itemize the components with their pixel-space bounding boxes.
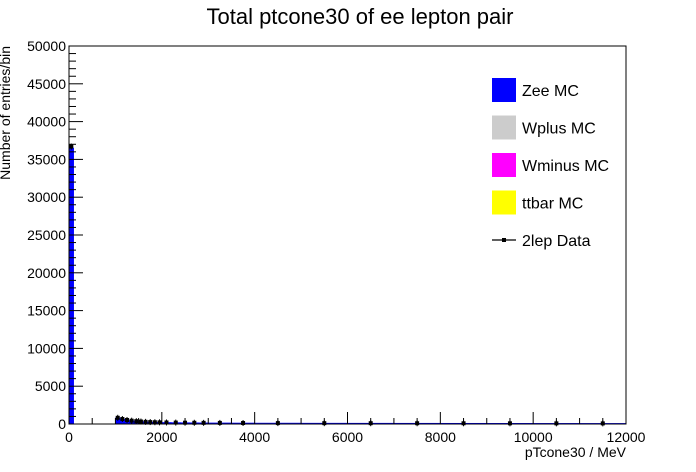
legend-item: Wplus MC <box>492 115 596 140</box>
legend-marker <box>502 238 506 242</box>
data-point <box>125 417 130 422</box>
y-tick-label: 50000 <box>27 38 66 54</box>
data-point <box>115 415 120 420</box>
data-point <box>507 421 512 426</box>
data-point <box>368 421 373 426</box>
legend-swatch <box>492 115 516 140</box>
y-tick-label: 45000 <box>27 76 66 92</box>
data-point <box>217 420 222 425</box>
data-point <box>201 420 206 425</box>
y-tick-label: 30000 <box>27 189 66 205</box>
x-tick-label: 10000 <box>514 429 553 445</box>
data-point <box>415 421 420 426</box>
data-point <box>148 420 153 425</box>
y-tick-label: 20000 <box>27 265 66 281</box>
legend-swatch <box>492 153 516 177</box>
x-tick-label: 2000 <box>146 429 177 445</box>
data-point <box>275 421 280 426</box>
y-tick-label: 5000 <box>35 378 66 394</box>
data-point <box>241 421 246 426</box>
x-tick-label: 6000 <box>332 429 363 445</box>
series-zee-mc <box>68 147 627 425</box>
x-tick-label: 12000 <box>607 429 646 445</box>
data-point <box>173 420 178 425</box>
data-point <box>120 417 125 422</box>
legend-item: Zee MC <box>492 78 579 102</box>
x-tick-label: 8000 <box>425 429 456 445</box>
data-point <box>322 421 327 426</box>
data-point <box>183 420 188 425</box>
legend-item: 2lep Data <box>492 233 591 250</box>
plot-area: 0500010000150002000025000300003500040000… <box>27 38 646 445</box>
x-axis-title: pTcone30 / MeV <box>525 444 627 460</box>
legend-label: Wplus MC <box>522 121 596 138</box>
legend-label: Wminus MC <box>522 158 609 175</box>
data-point <box>600 421 605 426</box>
legend-label: ttbar MC <box>522 196 583 213</box>
series-2lep-data <box>69 143 605 427</box>
y-tick-label: 35000 <box>27 151 66 167</box>
y-tick-label: 25000 <box>27 227 66 243</box>
data-point <box>138 419 143 424</box>
data-point <box>129 418 134 423</box>
y-axis-title: Number of entries/bin <box>0 46 13 180</box>
y-tick-label: 40000 <box>27 114 66 130</box>
data-point <box>69 144 74 149</box>
data-point <box>461 421 466 426</box>
x-tick-label: 0 <box>65 429 73 445</box>
data-point <box>134 419 139 424</box>
data-point <box>157 420 162 425</box>
data-point <box>143 419 148 424</box>
y-tick-label: 0 <box>58 416 66 432</box>
data-point <box>554 421 559 426</box>
legend-label: Zee MC <box>522 83 579 100</box>
chart-title: Total ptcone30 of ee lepton pair <box>206 4 513 29</box>
data-point <box>152 420 157 425</box>
legend: Zee MC Wplus MC Wminus MC ttbar MC 2lep Data <box>492 78 609 250</box>
legend-item: ttbar MC <box>492 190 583 215</box>
legend-swatch <box>492 78 516 102</box>
y-tick-label: 15000 <box>27 303 66 319</box>
data-point <box>192 420 197 425</box>
data-point <box>164 420 169 425</box>
x-tick-label: 4000 <box>239 429 270 445</box>
legend-label: 2lep Data <box>522 233 591 250</box>
legend-swatch <box>492 190 516 215</box>
legend-item: Wminus MC <box>492 153 609 177</box>
y-tick-label: 10000 <box>27 340 66 356</box>
